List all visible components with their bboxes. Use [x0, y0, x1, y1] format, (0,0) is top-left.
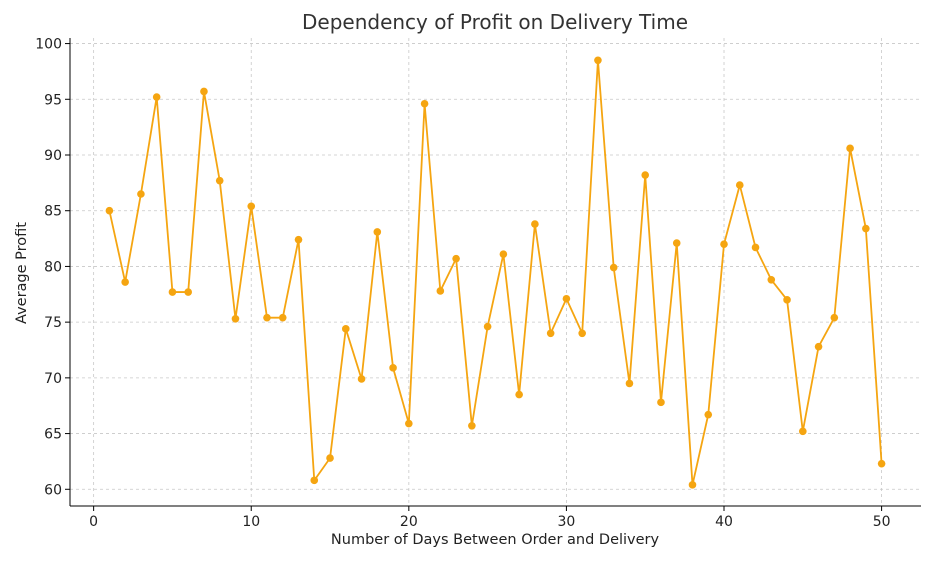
y-tick-label: 75	[44, 315, 62, 331]
data-point	[814, 342, 823, 351]
grid-lines	[70, 38, 921, 506]
data-point	[310, 476, 319, 485]
data-point	[499, 250, 508, 258]
data-point	[468, 421, 476, 430]
series-layer	[105, 56, 886, 489]
x-tick-label: 10	[242, 514, 260, 530]
data-point	[389, 364, 397, 372]
data-point	[688, 481, 697, 489]
series-line	[108, 59, 883, 486]
x-tick-label: 50	[873, 514, 891, 530]
data-point	[483, 322, 492, 331]
y-axis-label: Average Profit	[14, 222, 30, 324]
data-point	[137, 190, 145, 198]
data-point	[231, 315, 240, 323]
data-point	[373, 228, 382, 236]
axes: 0 10 20 30 40 50 60 65 70 75 80 85 90 95 100	[35, 37, 921, 530]
data-point	[263, 313, 271, 322]
chart-title: Dependency of Profit on Delivery Time	[302, 10, 688, 34]
y-tick-label: 85	[44, 204, 62, 220]
data-point	[562, 294, 571, 303]
data-point	[531, 220, 539, 228]
data-point	[751, 243, 760, 252]
y-tick-label: 80	[44, 259, 62, 275]
data-point	[830, 313, 839, 322]
data-point	[247, 202, 256, 211]
data-point	[704, 410, 713, 419]
data-point	[215, 176, 224, 185]
data-point	[735, 181, 744, 189]
data-point	[783, 296, 791, 304]
data-point	[862, 224, 870, 233]
data-point	[578, 329, 586, 338]
data-point	[594, 56, 602, 65]
data-point	[436, 287, 445, 295]
data-point	[877, 459, 886, 468]
y-tick-label: 65	[44, 427, 62, 443]
data-point	[720, 240, 728, 248]
data-point	[672, 239, 681, 247]
data-point	[452, 254, 460, 263]
y-tick-label: 100	[35, 37, 62, 53]
x-tick-label: 0	[89, 514, 98, 530]
data-point	[326, 454, 334, 462]
y-tick-label: 90	[44, 148, 62, 164]
data-point	[357, 375, 366, 383]
x-tick-label: 20	[400, 514, 418, 530]
data-point	[294, 235, 303, 244]
data-point	[200, 87, 208, 96]
data-point	[278, 313, 287, 322]
x-axis-label: Number of Days Between Order and Deliver…	[331, 532, 660, 548]
data-point	[846, 144, 854, 153]
data-point	[799, 427, 807, 436]
data-point	[767, 276, 776, 284]
data-point	[657, 398, 665, 407]
data-point	[405, 419, 413, 428]
data-point	[515, 390, 523, 399]
data-point	[341, 325, 350, 333]
data-point	[121, 278, 129, 286]
data-point	[184, 288, 192, 296]
x-tick-label: 40	[715, 514, 733, 530]
y-tick-label: 70	[44, 371, 62, 387]
data-point	[609, 263, 618, 272]
data-point	[420, 99, 429, 108]
data-point	[105, 206, 114, 215]
y-tick-label: 95	[44, 92, 62, 108]
data-point	[152, 93, 161, 101]
data-point	[625, 379, 634, 388]
x-tick-label: 30	[558, 514, 576, 530]
y-tick-label: 60	[44, 482, 62, 498]
data-point	[546, 329, 555, 338]
data-point	[641, 171, 650, 179]
data-point	[168, 288, 177, 296]
